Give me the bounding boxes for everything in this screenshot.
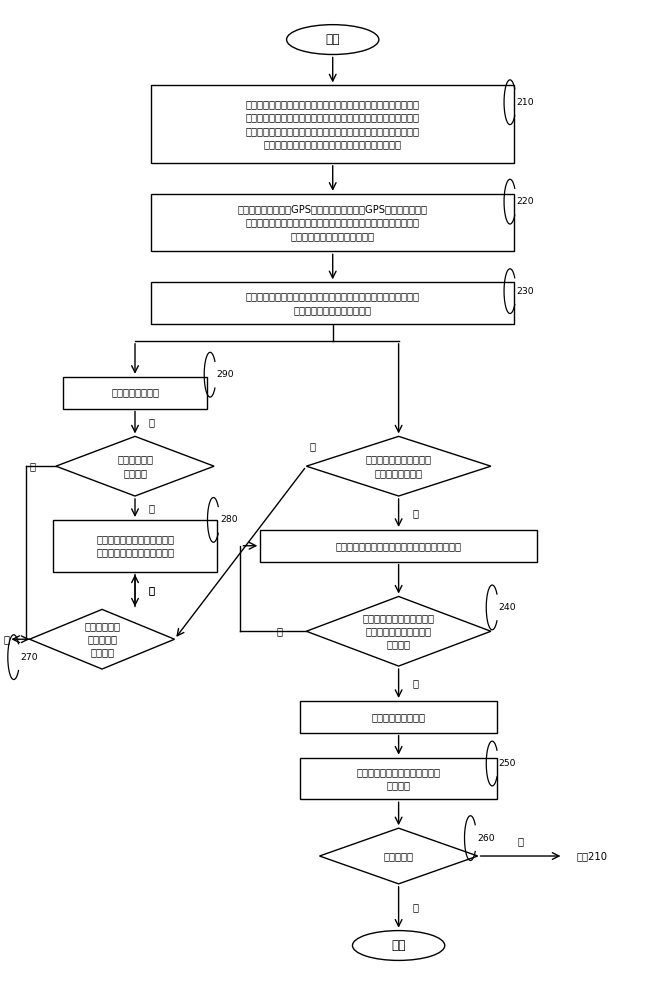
Text: 是: 是 — [148, 417, 154, 427]
Text: 280: 280 — [220, 515, 237, 524]
Text: 是: 是 — [412, 902, 418, 912]
Text: 结束: 结束 — [392, 939, 406, 952]
Text: 250: 250 — [499, 759, 516, 768]
FancyBboxPatch shape — [63, 377, 207, 409]
Text: 上报携带有公交车进站和出站数
据的消息: 上报携带有公交车进站和出站数 据的消息 — [356, 767, 441, 790]
Text: 按预定时间间隔获取GPS定位数据，从获取的GPS定位数据中提取
公交车的当前坐标；利用坐标修正算法对获取的公交车的当前坐标
进行修正，以确定当前报站坐标: 按预定时间间隔获取GPS定位数据，从获取的GPS定位数据中提取 公交车的当前坐标… — [237, 204, 428, 241]
FancyBboxPatch shape — [260, 530, 537, 562]
FancyBboxPatch shape — [152, 194, 514, 251]
Text: 开始: 开始 — [325, 33, 340, 46]
FancyBboxPatch shape — [152, 282, 514, 324]
Text: 当前报站坐标和站点参考坐
标的欧式距离大于出站报
站阁値？: 当前报站坐标和站点参考坐 标的欧式距离大于出站报 站阁値？ — [362, 613, 435, 649]
FancyBboxPatch shape — [152, 85, 514, 163]
FancyBboxPatch shape — [300, 701, 497, 733]
FancyBboxPatch shape — [300, 758, 497, 799]
Text: 是: 是 — [148, 585, 154, 595]
Text: 是: 是 — [148, 503, 154, 513]
Text: 是: 是 — [412, 508, 418, 518]
Polygon shape — [307, 596, 491, 666]
Ellipse shape — [352, 931, 445, 960]
Text: 是: 是 — [148, 585, 154, 595]
Text: 260: 260 — [477, 834, 495, 843]
Ellipse shape — [287, 25, 379, 54]
Polygon shape — [307, 436, 491, 496]
Text: 210: 210 — [517, 98, 534, 107]
FancyBboxPatch shape — [53, 520, 217, 572]
Text: 最后一站？: 最后一站？ — [384, 851, 414, 861]
Text: 240: 240 — [499, 603, 517, 612]
Polygon shape — [29, 609, 174, 669]
Text: 是: 是 — [412, 678, 418, 688]
Text: 比値落在预定
范围内？: 比値落在预定 范围内？ — [117, 455, 153, 478]
Text: 确定的欧氏距离小于或等
于进站报站阁値？: 确定的欧氏距离小于或等 于进站报站阁値？ — [366, 455, 432, 478]
Text: 290: 290 — [217, 370, 234, 379]
Text: 确定公交车的当前报站坐标和站点参考坐标的欧氏距离，将确定的
欧氏距离与进站报站阁値比较: 确定公交车的当前报站坐标和站点参考坐标的欧氏距离，将确定的 欧氏距离与进站报站阁… — [245, 292, 420, 315]
Text: 播报道路拥堵状况: 播报道路拥堵状况 — [111, 388, 159, 398]
Text: 否: 否 — [30, 461, 36, 471]
Text: 根据运营线路的行车路线和方向，从公交车的运营线路中确定由停
靠标识表明需要停靠站的待停站，获取待停站的道路拥堵指数和该
待停站的站点坐标，将所述待停站的站点坐标: 根据运营线路的行车路线和方向，从公交车的运营线路中确定由停 靠标识表明需要停靠站… — [245, 99, 420, 149]
Text: 否: 否 — [3, 634, 9, 644]
Text: 否: 否 — [517, 836, 523, 846]
Polygon shape — [56, 436, 214, 496]
Text: 否: 否 — [277, 626, 283, 636]
Text: 道路拥堵指数
大于拥堵指
数阁値？: 道路拥堵指数 大于拥堵指 数阁値？ — [84, 621, 120, 657]
Text: 否: 否 — [310, 441, 316, 451]
Polygon shape — [319, 828, 477, 884]
Text: 270: 270 — [21, 653, 38, 662]
Text: 进行公交车进站播报，并设置进站标识为已进站: 进行公交车进站播报，并设置进站标识为已进站 — [336, 541, 462, 551]
Text: 进行公交车出站播报: 进行公交车出站播报 — [372, 712, 426, 722]
Text: 220: 220 — [517, 197, 534, 206]
Text: 230: 230 — [517, 287, 534, 296]
Text: 步骤210: 步骤210 — [577, 851, 608, 861]
Text: 确定当前报站坐标与站点参考
坐标的距离和预设距离的比値: 确定当前报站坐标与站点参考 坐标的距离和预设距离的比値 — [96, 534, 174, 557]
